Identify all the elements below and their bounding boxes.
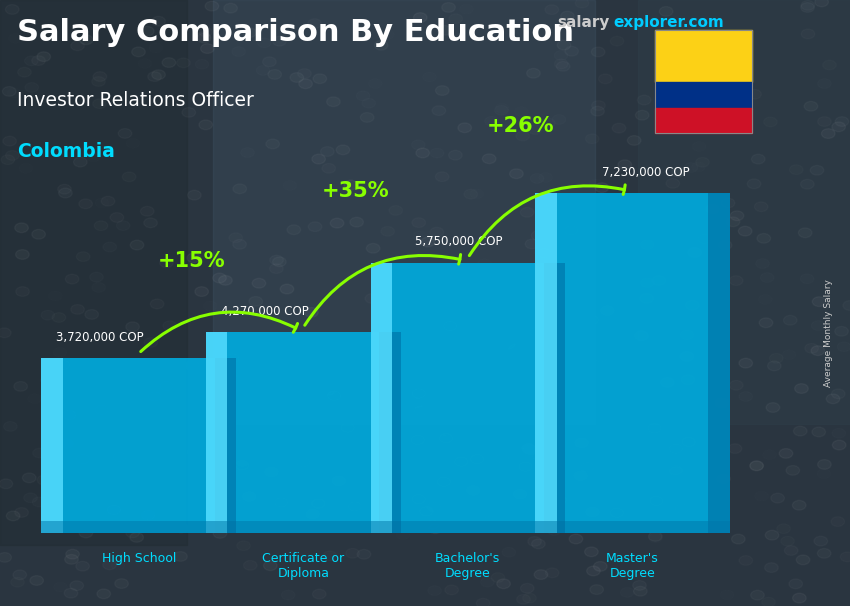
Text: Average Monthly Salary: Average Monthly Salary <box>824 279 833 387</box>
Text: Investor Relations Officer: Investor Relations Officer <box>17 91 254 110</box>
Polygon shape <box>371 262 565 533</box>
Text: 4,270,000 COP: 4,270,000 COP <box>221 305 309 318</box>
Polygon shape <box>371 521 565 533</box>
Bar <box>654 82 752 108</box>
Bar <box>638 0 850 424</box>
Polygon shape <box>42 521 236 533</box>
Polygon shape <box>42 358 236 533</box>
Bar <box>212 0 595 424</box>
Polygon shape <box>42 358 63 533</box>
Text: Colombia: Colombia <box>17 142 115 161</box>
Bar <box>0 0 187 545</box>
Text: +26%: +26% <box>486 116 554 136</box>
Bar <box>654 108 752 133</box>
Polygon shape <box>379 332 400 533</box>
Polygon shape <box>214 358 236 533</box>
Polygon shape <box>206 332 400 533</box>
Polygon shape <box>206 521 400 533</box>
Polygon shape <box>536 193 557 533</box>
Bar <box>654 30 752 82</box>
Text: 3,720,000 COP: 3,720,000 COP <box>56 331 144 344</box>
Polygon shape <box>536 521 729 533</box>
Text: 5,750,000 COP: 5,750,000 COP <box>416 236 503 248</box>
Text: Salary Comparison By Education: Salary Comparison By Education <box>17 18 574 47</box>
Polygon shape <box>206 332 228 533</box>
Bar <box>654 30 752 133</box>
Text: 7,230,000 COP: 7,230,000 COP <box>603 166 690 179</box>
Text: Certificate or
Diploma: Certificate or Diploma <box>262 552 344 580</box>
Text: +15%: +15% <box>157 251 225 271</box>
Text: +35%: +35% <box>322 181 389 201</box>
Polygon shape <box>544 262 565 533</box>
Text: salary: salary <box>557 15 609 30</box>
Text: Master's
Degree: Master's Degree <box>606 552 659 580</box>
Polygon shape <box>371 262 392 533</box>
Text: Bachelor's
Degree: Bachelor's Degree <box>435 552 501 580</box>
Polygon shape <box>536 193 729 533</box>
Text: explorer.com: explorer.com <box>614 15 724 30</box>
Text: High School: High School <box>101 552 176 565</box>
Polygon shape <box>708 193 729 533</box>
